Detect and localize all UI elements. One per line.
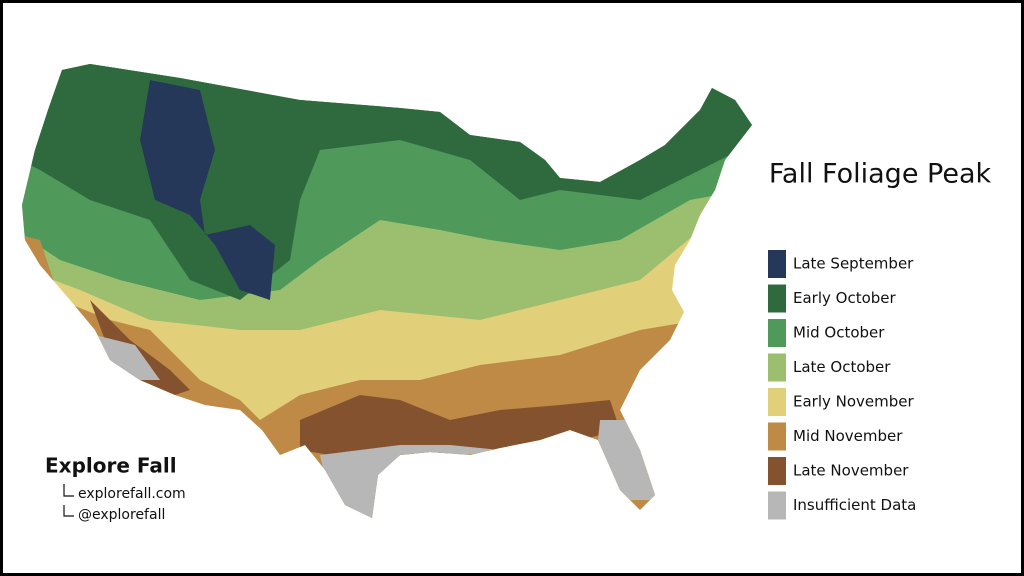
brand-link: explorefall.com [78,486,186,502]
brand-connector [63,484,74,517]
legend-swatch [768,457,786,485]
map-region [90,300,620,460]
legend-swatch [768,422,786,451]
legend-swatch [768,319,786,347]
map-title: Fall Foliage Peak [769,159,992,190]
legend-swatch [768,284,786,313]
map-region [140,80,275,300]
legend-swatch [768,353,786,382]
legend-label: Insufficient Data [793,496,916,514]
legend-label: Mid October [793,324,885,342]
brand-link: @explorefall [78,507,165,523]
legend-swatch [768,250,786,278]
legend-swatch [768,491,786,520]
legend-label: Early November [793,393,915,411]
legend-swatch [768,388,786,416]
legend-label: Mid November [793,427,903,445]
legend-label: Late November [793,462,909,480]
brand-name: Explore Fall [45,454,177,478]
legend: Late September Early October Mid October La… [768,250,916,520]
legend-label: Late October [793,358,891,376]
legend-label: Early October [793,289,897,307]
legend-label: Late September [793,255,914,273]
